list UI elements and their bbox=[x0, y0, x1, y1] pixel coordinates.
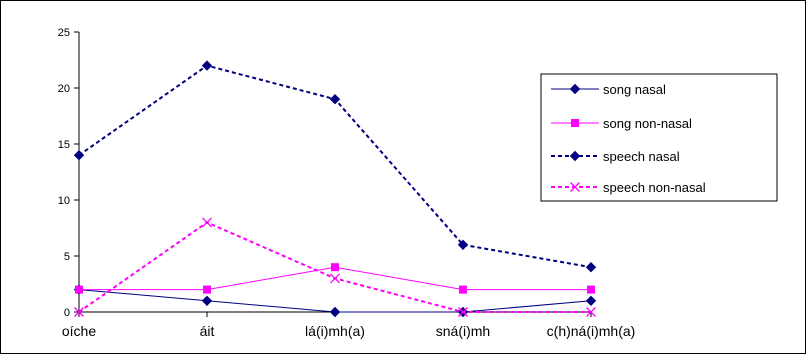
data-point-song-nasal bbox=[585, 295, 597, 307]
data-point-speech-non-nasal bbox=[458, 307, 468, 317]
y-tick-label: 20 bbox=[58, 83, 70, 95]
data-point-song-non-nasal bbox=[459, 285, 467, 294]
data-point-song-non-nasal bbox=[331, 263, 339, 272]
data-point-song-non-nasal bbox=[75, 285, 83, 294]
legend-label-speech-non-nasal: speech non-nasal bbox=[603, 180, 706, 195]
legend-box bbox=[540, 73, 778, 202]
data-point-speech-nasal bbox=[73, 149, 85, 161]
data-point-speech-nasal bbox=[585, 261, 597, 273]
legend-swatch-marker-song-non-nasal bbox=[571, 119, 579, 127]
y-tick-label: 5 bbox=[64, 251, 70, 263]
data-point-speech-nasal bbox=[329, 93, 341, 105]
data-point-speech-non-nasal bbox=[330, 273, 340, 284]
x-tick-label: sná(i)mh bbox=[436, 323, 490, 339]
y-tick-label: 25 bbox=[58, 27, 70, 39]
x-tick-label: áit bbox=[200, 323, 215, 339]
legend-label-song-non-nasal: song non-nasal bbox=[603, 116, 692, 131]
data-point-speech-nasal bbox=[201, 60, 213, 71]
legend-label-speech-nasal: speech nasal bbox=[603, 149, 680, 164]
data-point-song-nasal bbox=[329, 306, 341, 318]
data-point-song-non-nasal bbox=[203, 285, 211, 294]
y-tick-label: 10 bbox=[58, 195, 70, 207]
legend-swatch-marker-speech-non-nasal bbox=[570, 182, 580, 192]
y-tick-label: 0 bbox=[64, 307, 70, 319]
data-point-speech-non-nasal bbox=[74, 307, 84, 317]
y-tick-label: 15 bbox=[58, 139, 70, 151]
legend-swatch-marker-speech-nasal bbox=[569, 150, 581, 162]
data-point-song-nasal bbox=[201, 295, 213, 307]
x-tick-label: c(h)ná(i)mh(a) bbox=[547, 323, 636, 339]
legend-label-song-nasal: song nasal bbox=[603, 82, 666, 97]
data-point-speech-non-nasal bbox=[586, 307, 596, 317]
x-tick-label: oíche bbox=[62, 323, 96, 339]
x-tick-label: lá(i)mh(a) bbox=[305, 323, 365, 339]
data-point-speech-nasal bbox=[457, 239, 469, 251]
data-point-song-non-nasal bbox=[587, 285, 595, 294]
data-point-speech-non-nasal bbox=[202, 217, 212, 228]
legend-swatch-marker-song-nasal bbox=[569, 83, 581, 95]
